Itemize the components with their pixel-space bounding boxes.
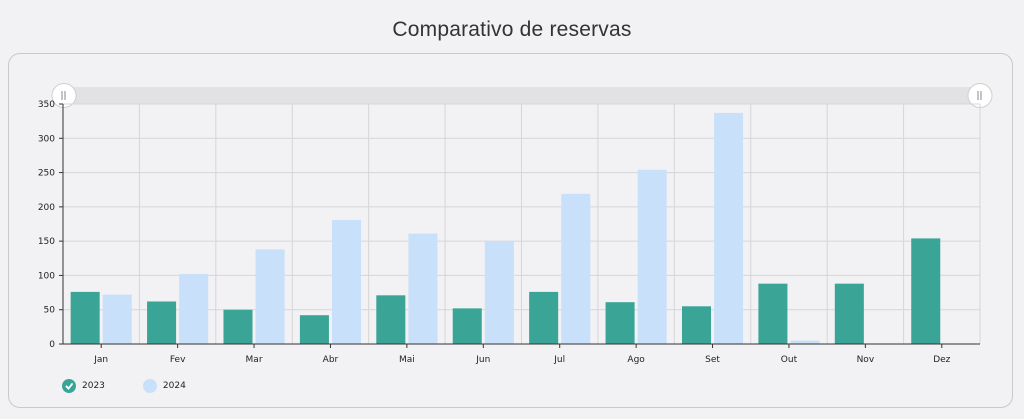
bar-2023-Dez	[911, 238, 941, 344]
bar-2024-Mar	[255, 249, 285, 344]
x-tick-label: Dez	[933, 355, 950, 365]
y-tick-label: 100	[38, 271, 55, 281]
x-tick-label: Jul	[553, 355, 565, 365]
bar-2024-Ago	[637, 169, 667, 344]
bar-2023-Mar	[223, 309, 253, 344]
y-tick-label: 0	[49, 340, 55, 350]
bar-2023-Ago	[605, 302, 635, 344]
range-scroller[interactable]	[51, 83, 993, 108]
y-tick-label: 300	[38, 134, 55, 144]
axes	[59, 103, 980, 348]
bar-2023-Set	[681, 306, 712, 344]
x-tick-label: Abr	[323, 355, 339, 365]
x-tick-label: Out	[781, 355, 798, 365]
bar-2024-Abr	[331, 219, 362, 344]
bar-2023-Out	[758, 283, 788, 344]
bar-2023-Mai	[376, 295, 406, 344]
x-tick-label: Jun	[475, 355, 490, 365]
bar-2023-Abr	[299, 315, 329, 344]
bar-2024-Fev	[179, 274, 209, 344]
bar-2024-Set	[714, 112, 744, 345]
y-tick-label: 350	[38, 100, 55, 110]
bar-2024-Jul	[561, 193, 591, 344]
y-tick-label: 150	[38, 237, 55, 247]
bar-2023-Jun	[452, 308, 482, 344]
y-tick-label: 250	[38, 169, 55, 179]
y-tick-label: 200	[38, 203, 55, 213]
legend-label-2023: 2023	[82, 381, 105, 391]
y-tick-label: 50	[44, 306, 56, 316]
x-tick-label: Nov	[857, 355, 875, 365]
bar-2023-Jul	[529, 291, 559, 344]
bar-2024-Mai	[408, 233, 438, 344]
x-tick-label: Jan	[93, 355, 108, 365]
x-tick-labels: Jan Fev Mar Abr Mai Jun Jul Ago Set Out Nov Dez	[93, 355, 950, 365]
chart-title: Comparativo de reservas	[392, 18, 632, 41]
range-handle-left[interactable]	[51, 83, 77, 108]
legend: 2023 2024	[62, 379, 186, 393]
x-tick-label: Fev	[170, 355, 186, 365]
chart-card	[8, 53, 1013, 408]
x-tick-label: Mai	[399, 355, 415, 365]
legend-label-2024: 2024	[162, 381, 186, 391]
bar-2024-Out	[790, 340, 820, 344]
x-tick-label: Ago	[627, 355, 645, 365]
legend-item-2024[interactable]: 2024	[65, 379, 186, 393]
x-tick-label: Mar	[246, 355, 263, 365]
y-tick-labels: 0 50 100 150 200 250 300 350	[38, 100, 55, 350]
checkmark-icon[interactable]	[65, 379, 157, 393]
bar-2023-Fev	[147, 301, 177, 344]
bar-2023-Jan	[70, 291, 100, 344]
bar-2023-Nov	[834, 283, 864, 344]
bars	[70, 112, 941, 345]
x-tick-label: Set	[705, 355, 720, 365]
range-scroller-track[interactable]	[64, 87, 980, 104]
bar-2024-Jun	[484, 241, 514, 344]
bar-2024-Jan	[102, 294, 132, 344]
